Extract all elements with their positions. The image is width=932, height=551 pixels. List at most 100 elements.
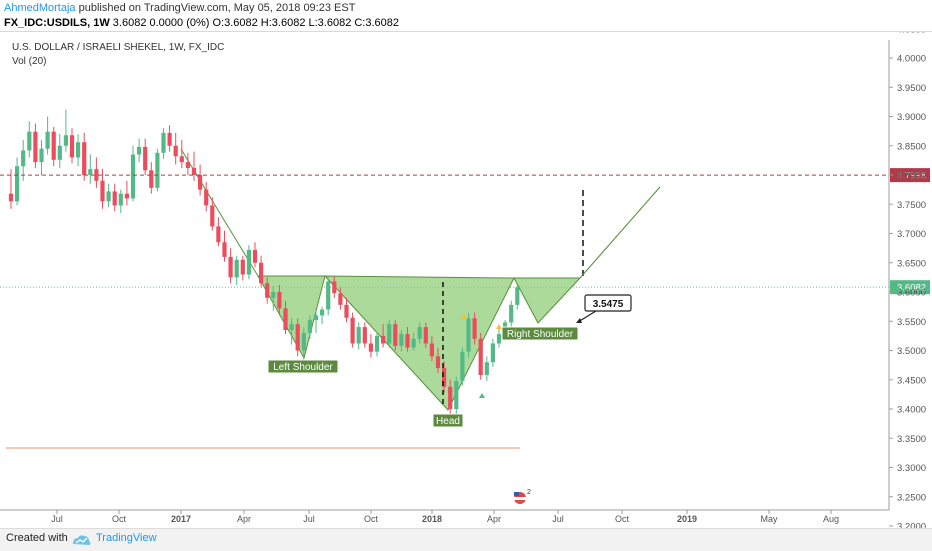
x-tick-label: Jul <box>552 514 564 524</box>
candle <box>143 138 148 175</box>
y-tick-label: 3.8500 <box>897 141 926 152</box>
candle <box>149 162 154 194</box>
x-tick-label: Oct <box>112 514 127 524</box>
candle <box>289 318 294 345</box>
svg-text:3.5475: 3.5475 <box>593 299 624 310</box>
candle <box>76 134 81 167</box>
candle <box>106 183 111 208</box>
candle <box>191 151 197 181</box>
candle <box>423 322 428 348</box>
candle <box>435 347 441 373</box>
y-tick-label: 3.7500 <box>897 200 926 211</box>
candle <box>15 157 20 206</box>
candle <box>295 318 300 357</box>
candle <box>155 148 160 192</box>
time-axis: Jul Oct 2017 Apr Jul Oct 2018 Apr Jul Oct 2019 May A… <box>0 509 889 524</box>
y-tick-label: 3.5500 <box>897 317 926 328</box>
candle <box>112 183 117 212</box>
x-tick-label: 2019 <box>677 514 697 524</box>
svg-text:2: 2 <box>527 489 531 496</box>
candle <box>399 330 404 352</box>
candle <box>167 125 172 152</box>
marker-triangle <box>496 324 502 329</box>
candle <box>368 334 373 358</box>
volume-indicator: Vol (20) <box>12 56 46 67</box>
x-tick-label: Aug <box>823 514 839 524</box>
x-tick-label: May <box>760 514 778 524</box>
candle <box>350 312 355 348</box>
candle <box>246 245 251 280</box>
left-shoulder-label: Left Shoulder <box>267 359 339 374</box>
x-tick-label: 2018 <box>422 514 442 524</box>
y-tick-label: 4.0000 <box>897 54 926 65</box>
candle <box>57 134 62 168</box>
projection-line <box>579 186 661 279</box>
event-flag-icon[interactable]: 2 <box>514 489 531 504</box>
y-tick-label: 3.4000 <box>897 405 926 416</box>
publish-date: published on TradingView.com, May 05, 20… <box>78 2 356 14</box>
right-shoulder-label: Right Shoulder <box>501 326 579 341</box>
symbol-label: FX_IDC:USDILS, 1W <box>4 17 110 29</box>
candle <box>484 356 489 381</box>
candle <box>429 335 434 362</box>
candle <box>448 379 453 418</box>
candle <box>185 152 190 175</box>
candle <box>234 255 239 285</box>
candle <box>21 139 26 181</box>
tradingview-brand[interactable]: TradingView <box>96 532 157 544</box>
candles <box>8 109 520 418</box>
y-tick-label: 3.7000 <box>897 229 926 240</box>
candle <box>509 300 514 329</box>
candle <box>277 284 282 316</box>
candle <box>51 127 56 167</box>
candle <box>173 132 178 165</box>
candle <box>490 338 495 367</box>
candle <box>222 230 227 262</box>
author-link[interactable]: AhmedMortaja <box>4 2 76 14</box>
y-tick-label: 3.3500 <box>897 434 926 445</box>
candle <box>515 283 520 310</box>
candle <box>210 197 215 231</box>
candle <box>454 376 459 414</box>
tradingview-logo-icon <box>73 535 91 545</box>
y-tick-label: 3.4500 <box>897 375 926 386</box>
candle <box>82 132 87 181</box>
candle <box>124 180 129 206</box>
y-tick-label: 3.6000 <box>897 288 926 299</box>
svg-text:Head: Head <box>436 416 460 427</box>
publish-info: AhmedMortaja published on TradingView.co… <box>4 2 355 14</box>
candle <box>45 116 50 155</box>
y-tick-label: 3.9000 <box>897 112 926 123</box>
candle <box>362 322 367 348</box>
x-tick-label: Jul <box>303 514 315 524</box>
pattern-overlay: Left Shoulder Head Right Shoulder 3.5475 3.7… <box>0 168 930 504</box>
candle <box>301 327 306 363</box>
candle <box>63 109 68 152</box>
candle <box>216 217 221 247</box>
price-chart[interactable]: Left Shoulder Head Right Shoulder 3.5475 3.7… <box>0 24 932 533</box>
svg-text:3.7998: 3.7998 <box>897 171 926 182</box>
marker-triangle <box>479 393 485 398</box>
candle <box>387 320 392 348</box>
candle <box>381 324 386 348</box>
symbol-info: FX_IDC:USDILS, 1W 3.6082 0.0000 (0%) O:3… <box>4 17 399 29</box>
candle <box>265 277 270 304</box>
ohlc-values: 3.6082 0.0000 (0%) O:3.6082 H:3.6082 L:3… <box>112 17 400 29</box>
chart-title: U.S. DOLLAR / ISRAELI SHEKEL, 1W, FX_IDC <box>12 42 224 53</box>
x-tick-label: Jul <box>51 514 63 524</box>
svg-text:Left Shoulder: Left Shoulder <box>273 362 333 373</box>
candle <box>27 121 32 158</box>
candle <box>259 255 264 288</box>
candle <box>338 287 343 310</box>
right-shoulder-shape <box>513 277 581 324</box>
y-tick-label: 3.3000 <box>897 463 926 474</box>
candle <box>271 286 276 311</box>
candle <box>326 277 331 316</box>
candle <box>478 332 483 380</box>
candle <box>118 189 123 214</box>
chart-area[interactable]: Left Shoulder Head Right Shoulder 3.5475 3.7… <box>0 24 932 533</box>
candle <box>417 322 422 344</box>
marker-triangle <box>461 314 467 319</box>
candle <box>313 310 319 333</box>
candle <box>33 123 38 168</box>
